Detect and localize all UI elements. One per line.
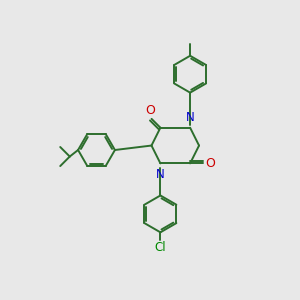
Text: N: N (186, 111, 194, 124)
Text: Cl: Cl (154, 241, 166, 254)
Text: N: N (155, 167, 164, 181)
Text: O: O (145, 104, 155, 117)
Text: O: O (205, 157, 215, 170)
